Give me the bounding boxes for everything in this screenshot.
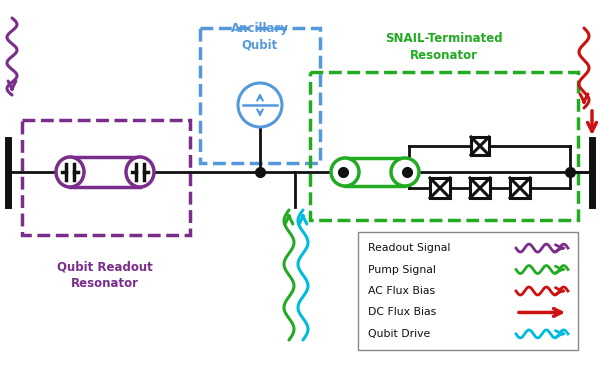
Text: Qubit Drive: Qubit Drive	[368, 329, 430, 339]
Bar	[471, 137, 489, 155]
Text: AC Flux Bias: AC Flux Bias	[368, 286, 435, 296]
Ellipse shape	[331, 158, 359, 186]
Bar	[510, 178, 530, 198]
Bar	[345, 158, 405, 186]
Text: Readout Signal: Readout Signal	[368, 243, 451, 253]
Text: DC Flux Bias: DC Flux Bias	[368, 307, 436, 317]
Text: Ancillary
Qubit: Ancillary Qubit	[231, 22, 289, 52]
Bar	[22, 120, 190, 235]
Bar	[470, 178, 490, 198]
Text: Qubit Readout
Resonator: Qubit Readout Resonator	[57, 260, 153, 290]
Text: SNAIL-Terminated
Resonator: SNAIL-Terminated Resonator	[385, 32, 503, 62]
Ellipse shape	[56, 157, 84, 187]
Bar	[310, 72, 578, 220]
Bar	[358, 232, 578, 350]
Ellipse shape	[391, 158, 419, 186]
Bar	[200, 28, 320, 163]
Bar	[430, 178, 450, 198]
Circle shape	[238, 83, 282, 127]
Bar	[70, 157, 140, 187]
Ellipse shape	[126, 157, 154, 187]
Text: Pump Signal: Pump Signal	[368, 264, 436, 275]
